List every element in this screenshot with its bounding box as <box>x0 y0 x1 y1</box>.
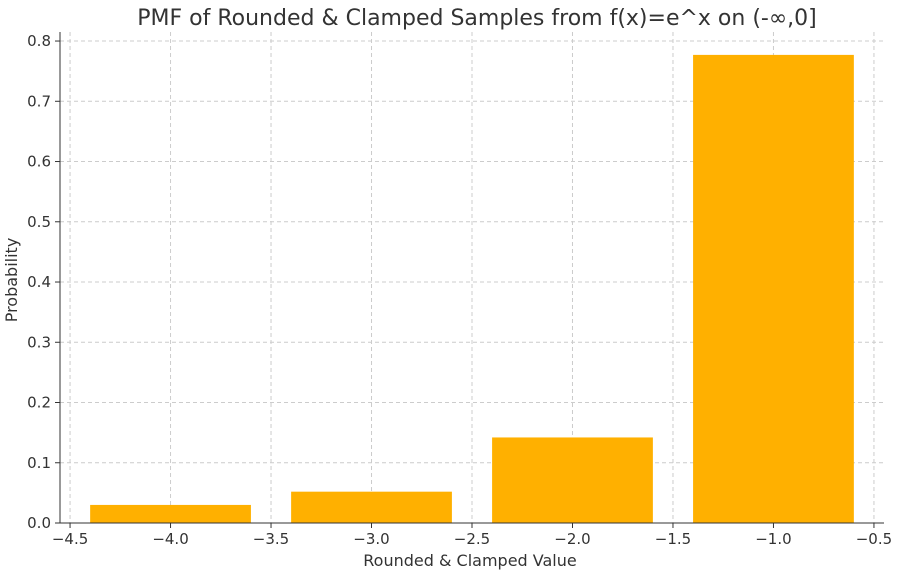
y-tick-label: 0.1 <box>27 454 51 472</box>
x-tick-label: −3.5 <box>253 530 289 548</box>
y-tick-label: 0.6 <box>27 153 51 171</box>
y-tick-label: 0.2 <box>27 394 51 412</box>
x-tick-label: −3.0 <box>353 530 389 548</box>
x-axis-label: Rounded & Clamped Value <box>363 551 576 570</box>
x-tick-label: −1.0 <box>755 530 791 548</box>
bar <box>693 54 854 524</box>
y-tick-label: 0.8 <box>27 32 51 50</box>
bar <box>90 504 251 523</box>
y-tick-label: 0.3 <box>27 333 51 351</box>
y-tick-label: 0.0 <box>27 514 51 532</box>
y-axis-label: Probability <box>2 238 21 323</box>
bar <box>291 491 452 523</box>
y-tick-label: 0.4 <box>27 273 51 291</box>
chart-title: PMF of Rounded & Clamped Samples from f(… <box>137 6 817 31</box>
x-tick-label: −0.5 <box>856 530 892 548</box>
x-tick-label: −1.5 <box>655 530 691 548</box>
bar <box>492 437 653 523</box>
bars <box>90 54 854 524</box>
y-tick-label: 0.7 <box>27 92 51 110</box>
x-tick-label: −4.5 <box>52 530 88 548</box>
x-tick-label: −2.0 <box>554 530 590 548</box>
ticks: −4.5 −4.0 −3.5 −3.0 −2.5 −2.0 −1.5 −1.0 −0.5 0.0 0… <box>27 32 892 548</box>
y-tick-label: 0.5 <box>27 213 51 231</box>
x-tick-label: −2.5 <box>454 530 490 548</box>
x-tick-label: −4.0 <box>152 530 188 548</box>
